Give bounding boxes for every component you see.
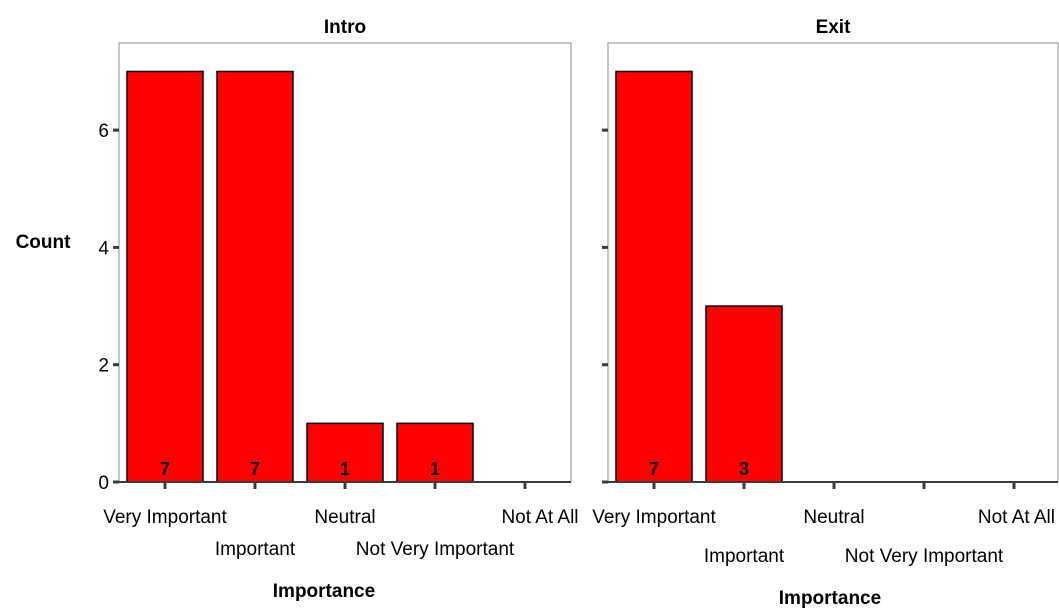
y-tick-label: 6 bbox=[98, 121, 109, 142]
x-tick-label: Very Important bbox=[103, 507, 227, 528]
x-tick-label: Not Very Important bbox=[356, 539, 515, 560]
data-label: 7 bbox=[250, 459, 260, 479]
x-axis-title: Importance bbox=[273, 581, 375, 602]
x-axis-title: Importance bbox=[779, 588, 881, 609]
x-tick-label: Neutral bbox=[803, 507, 864, 528]
data-label: 7 bbox=[649, 459, 659, 479]
bar-very-important bbox=[615, 70, 693, 483]
x-tick-label: Not At All bbox=[501, 507, 578, 528]
panel-intro: Intro 7 7 1 1 0 2 4 6 Very Important Important Neut… bbox=[98, 17, 578, 602]
bar-neutral bbox=[306, 422, 384, 483]
panel-title: Intro bbox=[324, 17, 366, 38]
panels-layer: Intro 7 7 1 1 0 2 4 6 Very Important Important Neut… bbox=[98, 17, 1059, 609]
y-tick-label: 0 bbox=[98, 473, 109, 494]
x-tick-label: Not At All bbox=[978, 507, 1055, 528]
x-tick-label: Important bbox=[704, 546, 785, 567]
data-label: 1 bbox=[340, 459, 350, 479]
y-tick-label: 2 bbox=[98, 356, 109, 377]
data-label: 7 bbox=[160, 459, 170, 479]
panel-exit: Exit 7 3 Very Important Important Neutral Not … bbox=[592, 17, 1059, 609]
data-label: 1 bbox=[430, 459, 440, 479]
bar-important bbox=[216, 70, 294, 483]
x-tick-label: Not Very Important bbox=[845, 546, 1004, 567]
bar-very-important bbox=[126, 70, 204, 483]
bar-important bbox=[705, 305, 783, 483]
y-axis-title: Count bbox=[16, 232, 72, 253]
x-tick-label: Very Important bbox=[592, 507, 716, 528]
data-label: 3 bbox=[739, 459, 749, 479]
y-tick-label: 4 bbox=[98, 238, 109, 259]
panel-title: Exit bbox=[816, 17, 852, 38]
x-tick-label: Important bbox=[215, 539, 296, 560]
x-tick-label: Neutral bbox=[314, 507, 375, 528]
